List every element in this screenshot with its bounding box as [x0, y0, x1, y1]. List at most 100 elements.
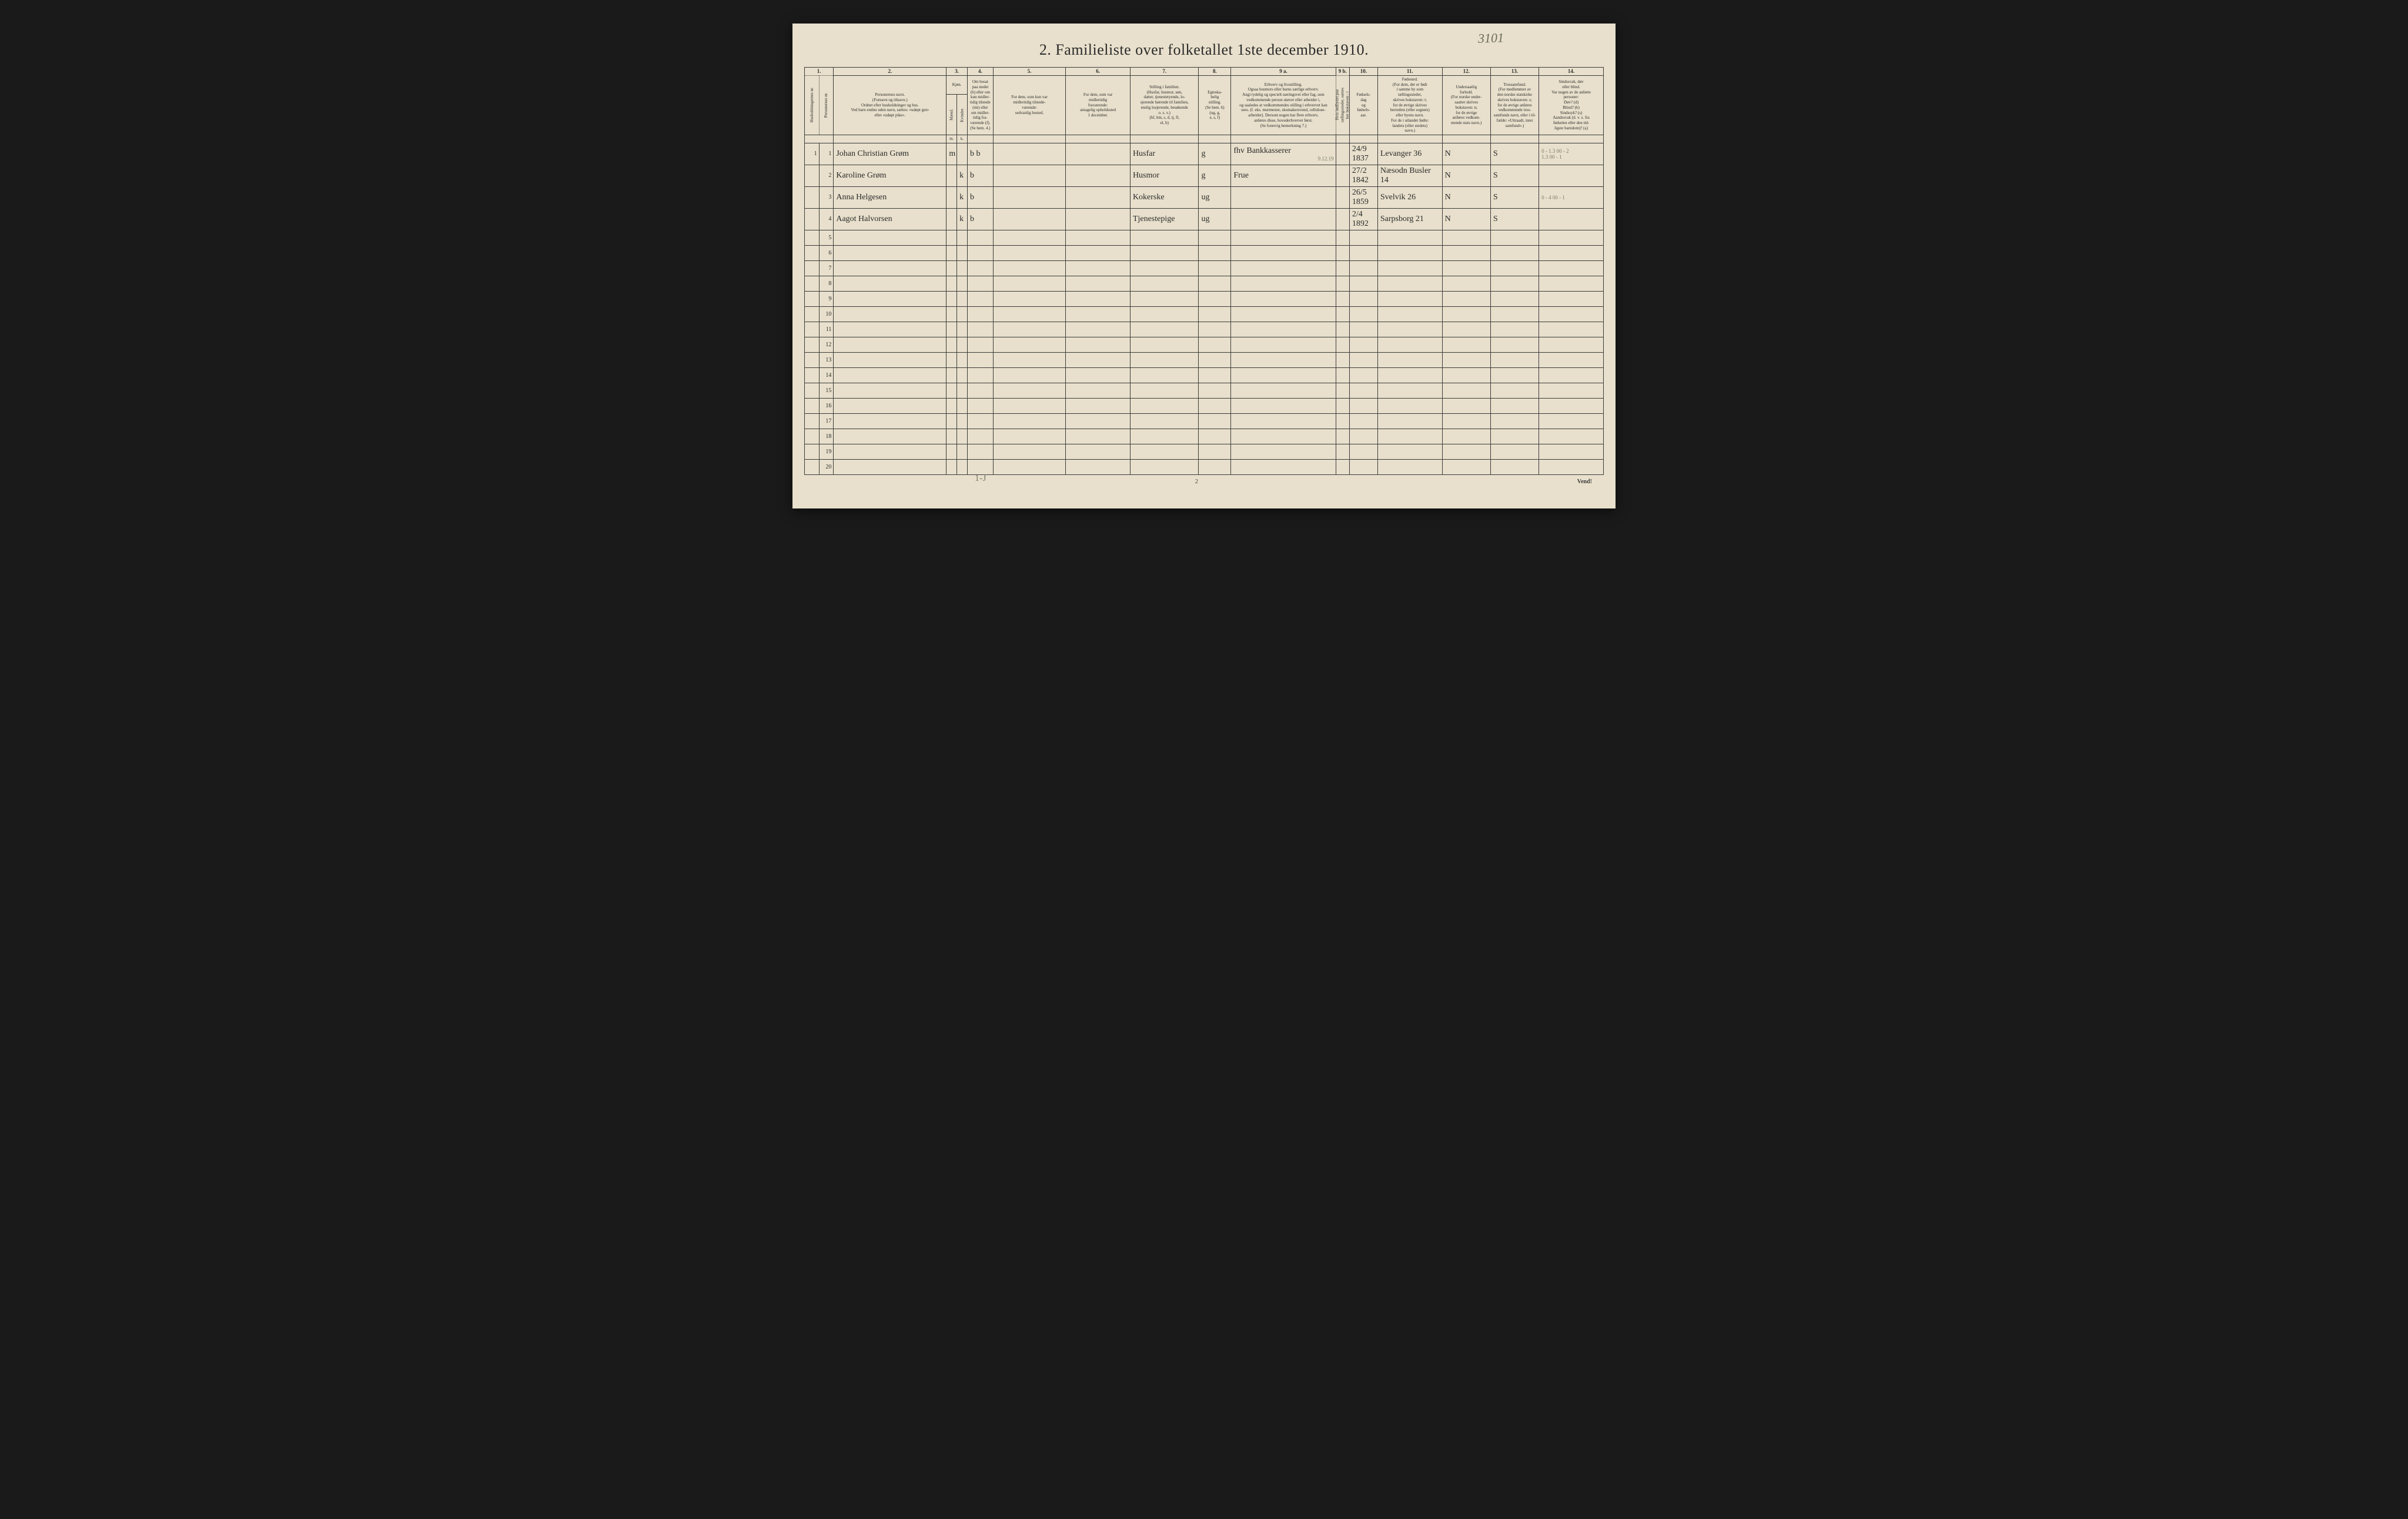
- cell: [957, 444, 968, 459]
- cell: [834, 398, 947, 413]
- cell: [1349, 383, 1377, 398]
- cell: [1490, 383, 1539, 398]
- cell: [805, 459, 820, 474]
- cell: [1336, 306, 1349, 322]
- cell: Anna Helgesen: [834, 186, 947, 208]
- cell: [1539, 444, 1604, 459]
- cell: [967, 459, 993, 474]
- cell: [805, 260, 820, 276]
- cell: [1349, 245, 1377, 260]
- cell: [947, 306, 957, 322]
- table-row: 9: [805, 291, 1604, 306]
- cell: [1377, 429, 1442, 444]
- cell: [967, 352, 993, 367]
- cell: 8: [819, 276, 834, 291]
- cell: [967, 367, 993, 383]
- cell: S: [1490, 143, 1539, 165]
- cell: [947, 398, 957, 413]
- cell: Sarpsborg 21: [1377, 208, 1442, 230]
- cell: [834, 459, 947, 474]
- cell: [1336, 245, 1349, 260]
- cell: [947, 367, 957, 383]
- cell: [1336, 429, 1349, 444]
- cell: [1130, 322, 1199, 337]
- cell: [1231, 230, 1336, 245]
- cell: [1490, 367, 1539, 383]
- cell: [1442, 398, 1490, 413]
- cell: g: [1199, 165, 1231, 186]
- cell: [1130, 367, 1199, 383]
- cell: [834, 260, 947, 276]
- cell: [1231, 276, 1336, 291]
- table-row: 5: [805, 230, 1604, 245]
- cell: [1349, 260, 1377, 276]
- head-residence: Om bosatpaa stedet(b) eller omkun midler…: [967, 75, 993, 135]
- cell: [1130, 260, 1199, 276]
- cell: [834, 337, 947, 352]
- cell: [1349, 230, 1377, 245]
- cell: [1349, 429, 1377, 444]
- cell: [1349, 322, 1377, 337]
- cell: [834, 322, 947, 337]
- cell: [967, 429, 993, 444]
- cell: 24/9 1837: [1349, 143, 1377, 165]
- cell: [1442, 459, 1490, 474]
- table-row: 16: [805, 398, 1604, 413]
- cell: Svelvik 26: [1377, 186, 1442, 208]
- cell: Aagot Halvorsen: [834, 208, 947, 230]
- cell: S: [1490, 186, 1539, 208]
- cell: [1490, 337, 1539, 352]
- cell: [1377, 260, 1442, 276]
- cell: 11: [819, 322, 834, 337]
- cell: [1066, 352, 1131, 367]
- cell: N: [1442, 143, 1490, 165]
- head-blank-2: [834, 135, 947, 143]
- head-household-nr: Husholdningernes nr.: [805, 75, 820, 135]
- cell: [1066, 459, 1131, 474]
- head-dob: Fødsels-dagogfødsels-aar.: [1349, 75, 1377, 135]
- cell: [967, 337, 993, 352]
- cell: 1: [805, 143, 820, 165]
- cell: Frue: [1231, 165, 1336, 186]
- cell: [957, 230, 968, 245]
- cell: [1539, 291, 1604, 306]
- cell: [993, 186, 1065, 208]
- cell: [834, 429, 947, 444]
- cell: Johan Christian Grøm: [834, 143, 947, 165]
- cell: [1377, 230, 1442, 245]
- cell: [957, 337, 968, 352]
- cell: [1336, 352, 1349, 367]
- cell: [1066, 143, 1131, 165]
- cell: [1130, 444, 1199, 459]
- table-row: 17: [805, 413, 1604, 429]
- cell: [834, 291, 947, 306]
- head-blank-1: [805, 135, 834, 143]
- cell: k: [957, 165, 968, 186]
- table-row: 15: [805, 383, 1604, 398]
- cell: [1349, 337, 1377, 352]
- cell: [1349, 398, 1377, 413]
- cell: [1490, 260, 1539, 276]
- cell: [947, 352, 957, 367]
- head-blank-8: [1130, 135, 1199, 143]
- cell: S: [1490, 208, 1539, 230]
- cell: N: [1442, 208, 1490, 230]
- cell: [1377, 398, 1442, 413]
- table-row: 11: [805, 322, 1604, 337]
- table-row: 19: [805, 444, 1604, 459]
- head-blank-16: [1539, 135, 1604, 143]
- cell: [834, 352, 947, 367]
- head-family-pos: Stilling i familien.(Husfar, husmor, søn…: [1130, 75, 1199, 135]
- cell: [1199, 367, 1231, 383]
- cell: [967, 383, 993, 398]
- table-row: 6: [805, 245, 1604, 260]
- head-nationality: Undersaatligforhold.(For norske under-sa…: [1442, 75, 1490, 135]
- cell: [947, 413, 957, 429]
- cell: [1490, 398, 1539, 413]
- cell: [805, 306, 820, 322]
- table-row: 3Anna HelgesenkbKokerskeug26/5 1859Svelv…: [805, 186, 1604, 208]
- cell: N: [1442, 186, 1490, 208]
- cell: [1336, 291, 1349, 306]
- colnum-7: 7.: [1130, 68, 1199, 76]
- cell: [947, 186, 957, 208]
